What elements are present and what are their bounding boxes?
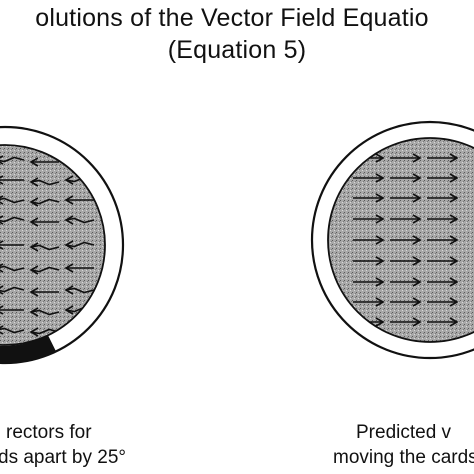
left-field-arrow — [0, 325, 25, 335]
right-field-arrow — [353, 193, 385, 203]
left-field-arrow — [29, 217, 59, 227]
right-field-arrow — [390, 214, 422, 224]
right-disc-diagram — [310, 120, 474, 360]
left-field-arrow — [29, 287, 59, 297]
left-field-arrow — [29, 177, 60, 187]
right-field-arrow — [427, 277, 459, 287]
left-field-arrow — [0, 240, 24, 250]
right-field-arrow — [427, 317, 459, 327]
right-field-arrow — [427, 153, 459, 163]
right-caption-line-1: Predicted v — [356, 422, 452, 443]
left-field-arrow — [64, 240, 95, 250]
figure-title-line-1: olutions of the Vector Field Equatio — [35, 4, 429, 32]
left-field-arrow — [0, 285, 25, 295]
left-field-arrow — [0, 305, 24, 315]
left-field-arrow — [29, 197, 60, 207]
right-field-arrow — [427, 256, 459, 266]
left-field-arrow — [29, 327, 60, 337]
left-field-arrow — [0, 175, 24, 185]
right-field-arrow — [390, 317, 422, 327]
right-field-arrow — [427, 297, 459, 307]
right-field-arrow — [427, 193, 459, 203]
right-field-arrow — [427, 173, 459, 183]
left-black-arc-marker — [0, 335, 56, 364]
right-caption-line-2: moving the cards — [333, 447, 474, 468]
left-field-arrow — [0, 215, 25, 225]
right-field-arrow — [390, 256, 422, 266]
left-caption-line-2: ds apart by 25° — [0, 447, 127, 468]
right-field-arrow — [353, 297, 385, 307]
right-field-arrow — [390, 297, 422, 307]
right-field-arrow — [390, 235, 422, 245]
left-field-arrow — [64, 215, 95, 225]
left-field-arrow — [29, 265, 60, 275]
left-arrow-field — [0, 155, 95, 337]
left-disc-diagram — [0, 125, 125, 365]
left-inner-disc — [0, 144, 106, 346]
right-arrow-field — [353, 153, 459, 327]
left-field-arrow — [0, 155, 25, 165]
right-field-arrow — [353, 277, 385, 287]
right-field-arrow — [353, 235, 385, 245]
right-field-arrow — [427, 214, 459, 224]
right-field-arrow — [353, 256, 385, 266]
left-field-arrow — [64, 263, 94, 273]
left-caption-line-1: rectors for — [6, 422, 92, 443]
figure-title-line-2: (Equation 5) — [167, 36, 307, 64]
right-field-arrow — [390, 193, 422, 203]
right-field-arrow — [353, 173, 385, 183]
left-field-arrow — [64, 285, 95, 295]
left-field-arrow — [0, 195, 25, 205]
right-field-arrow — [390, 277, 422, 287]
left-field-arrow — [64, 195, 94, 205]
left-field-arrow — [0, 263, 25, 273]
right-field-arrow — [390, 153, 422, 163]
right-field-arrow — [390, 173, 422, 183]
right-field-arrow — [353, 214, 385, 224]
left-field-arrow — [29, 157, 59, 167]
left-field-arrow — [29, 307, 60, 317]
right-field-arrow — [427, 235, 459, 245]
left-field-arrow — [29, 242, 60, 252]
